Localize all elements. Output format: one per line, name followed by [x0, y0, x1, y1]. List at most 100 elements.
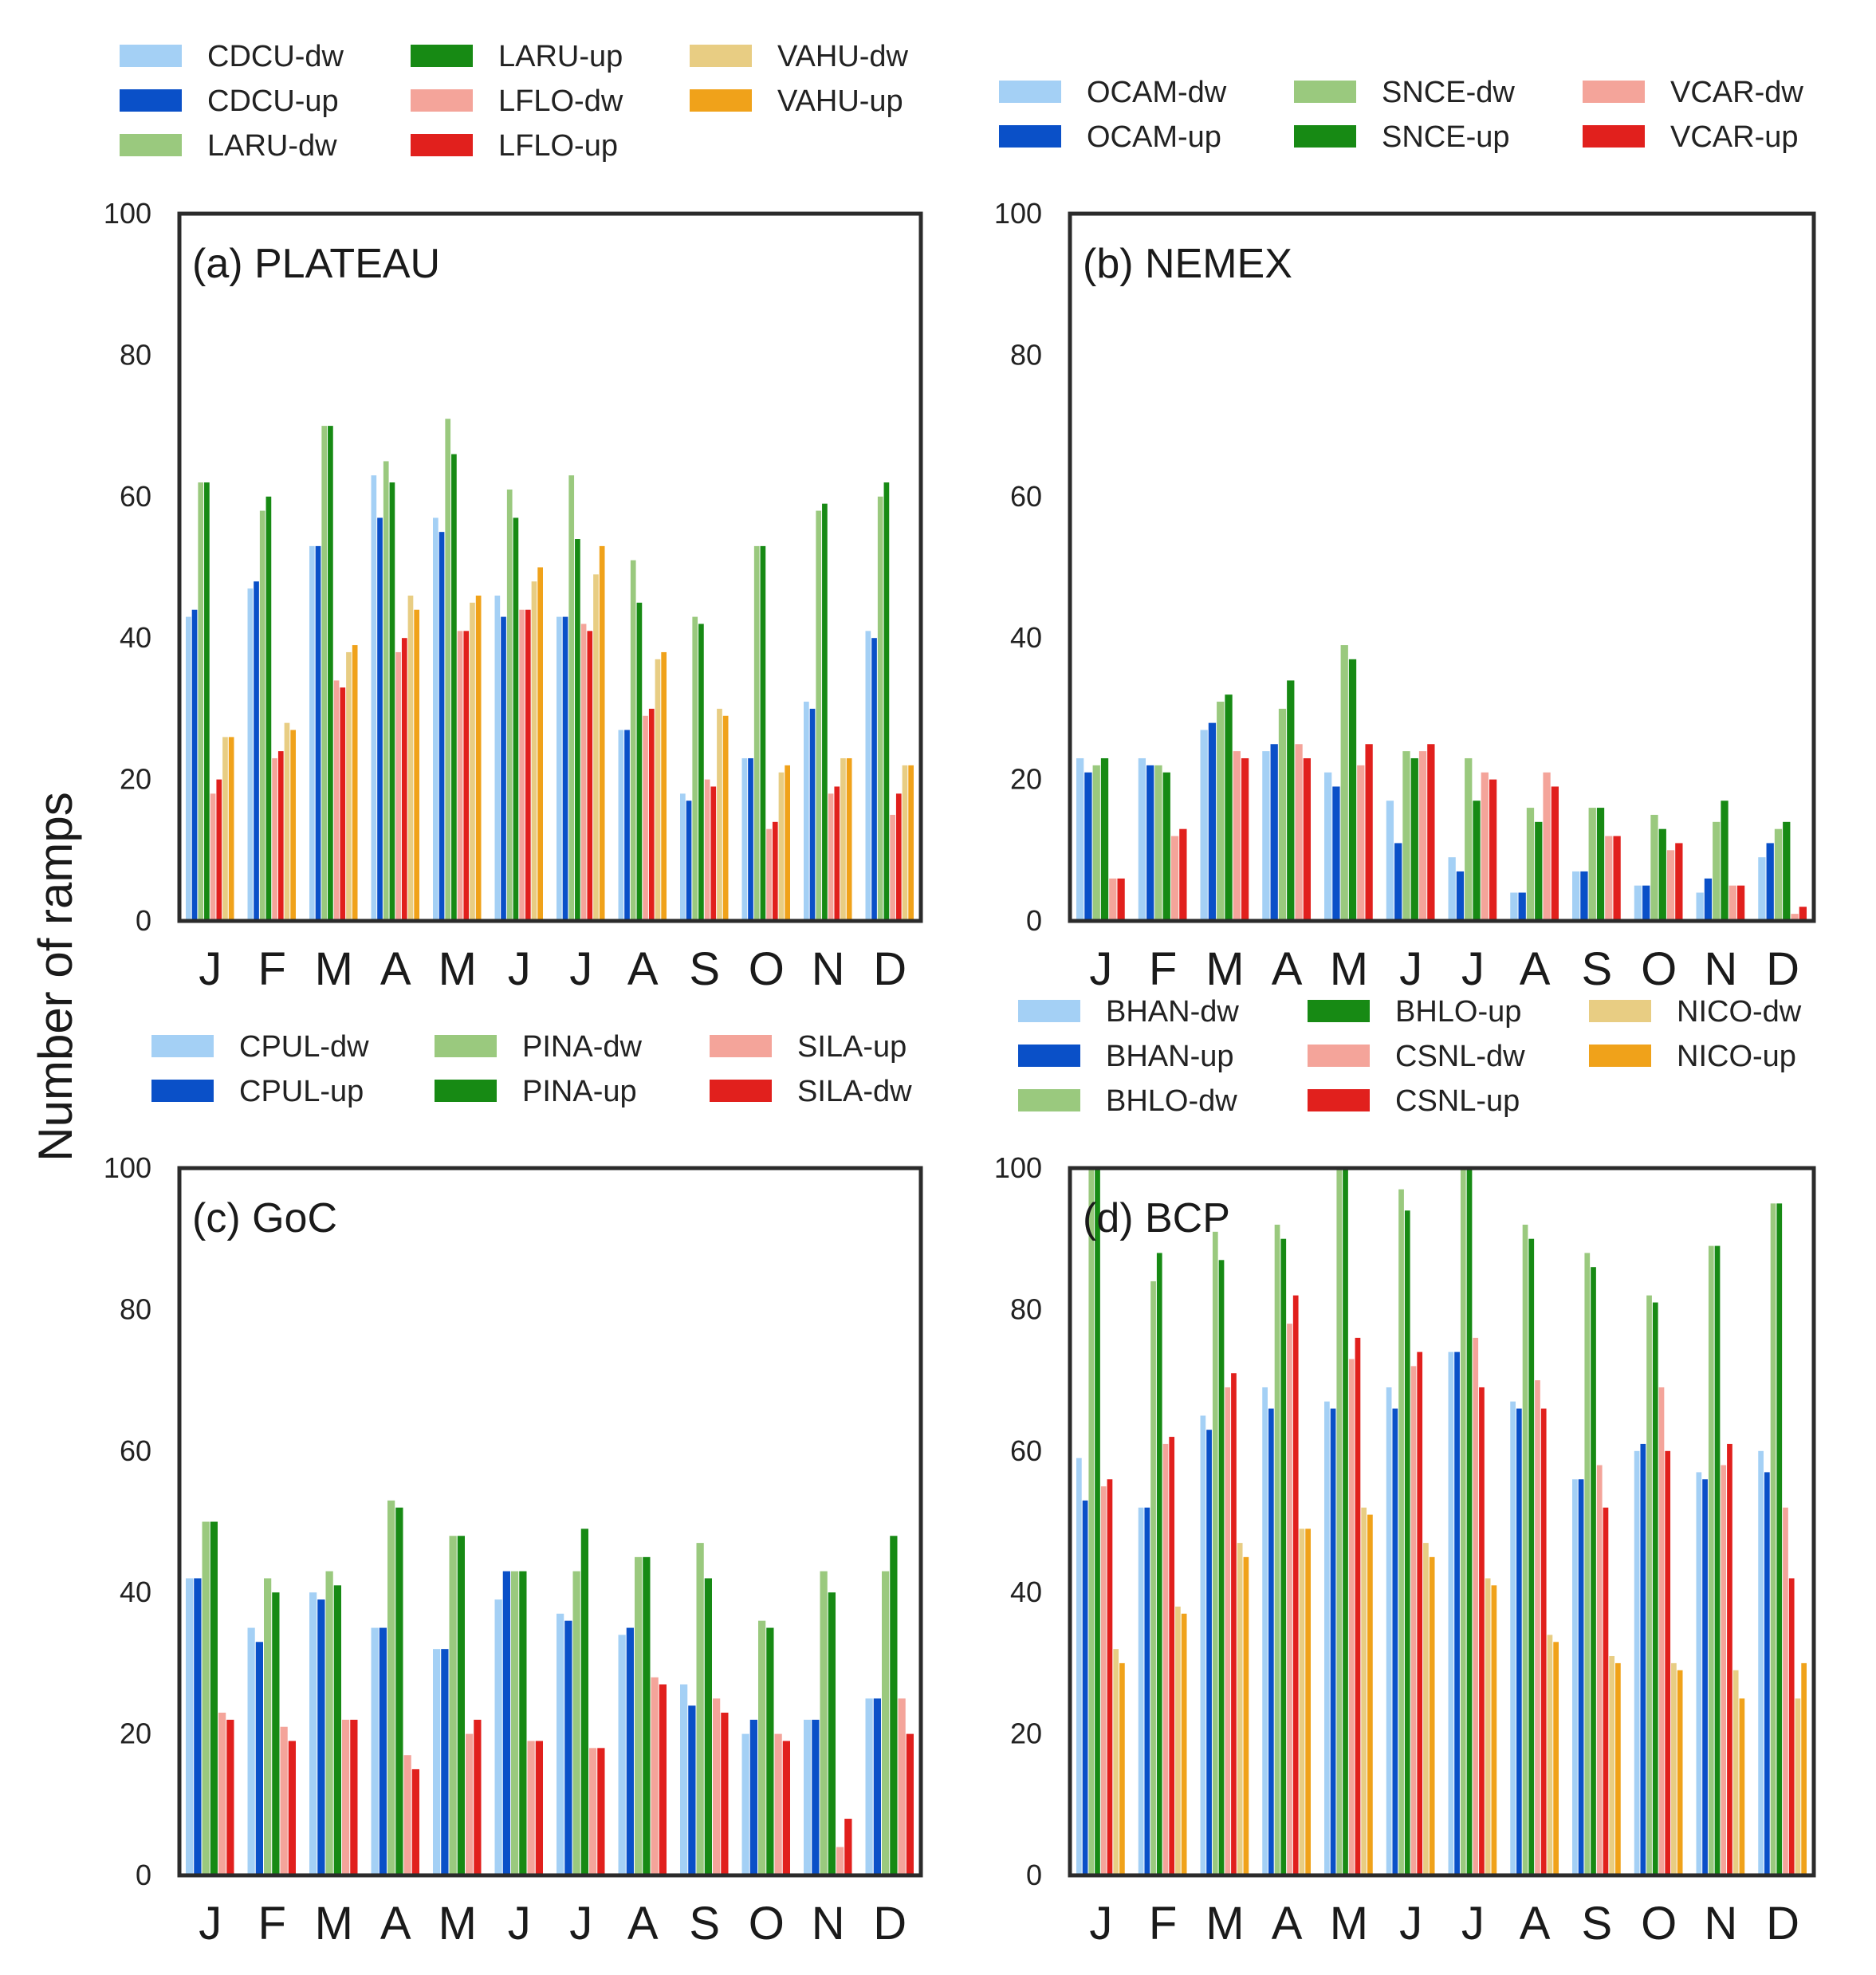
bar	[643, 715, 648, 921]
bar	[1092, 765, 1100, 921]
bar	[873, 1698, 881, 1875]
bar	[1448, 857, 1456, 921]
bar	[778, 772, 785, 921]
bar	[1448, 1351, 1454, 1875]
x-tick-label: F	[258, 1898, 286, 1949]
bar	[1783, 1507, 1788, 1875]
bar	[902, 765, 908, 921]
series-bhlo-dw	[1088, 1168, 1776, 1875]
bar	[557, 1613, 564, 1875]
bar	[1386, 801, 1394, 921]
bar	[457, 631, 463, 921]
y-tick-label: 20	[120, 763, 151, 796]
bar	[655, 659, 661, 921]
legend-item-ocam-up: OCAM-up	[999, 120, 1221, 154]
bar	[1299, 1528, 1305, 1875]
bar	[441, 1649, 449, 1875]
series-cdcu-up	[191, 517, 877, 921]
bar	[259, 510, 265, 921]
bar	[527, 1741, 535, 1875]
legend-item-bhan-dw: BHAN-dw	[1018, 995, 1239, 1029]
x-tick-label: M	[315, 943, 353, 995]
bar	[1268, 1408, 1274, 1875]
bar	[272, 1592, 280, 1875]
bar	[741, 757, 748, 921]
legend-swatch	[1294, 125, 1356, 148]
x-tick-label: A	[627, 1898, 659, 1949]
bar	[648, 708, 655, 921]
bar	[475, 595, 482, 921]
legend-label: BHAN-dw	[1106, 995, 1239, 1029]
bar	[506, 489, 513, 921]
bar	[1287, 1324, 1292, 1875]
bar	[1634, 1450, 1640, 1875]
panel-title: (b) NEMEX	[1083, 241, 1292, 287]
bar	[254, 581, 259, 921]
legend-item-laru-dw: LARU-dw	[120, 129, 337, 163]
legend-label: LFLO-up	[498, 129, 618, 163]
bar	[1776, 1203, 1783, 1875]
bar	[439, 532, 445, 921]
bar	[1107, 1479, 1113, 1875]
legend-swatch	[1589, 1000, 1651, 1022]
bar	[688, 1706, 696, 1875]
bar	[1696, 1472, 1702, 1875]
bar	[414, 609, 419, 921]
bar	[1547, 1635, 1553, 1875]
bar	[580, 1528, 588, 1875]
bar	[661, 651, 667, 921]
bar	[1580, 871, 1588, 921]
bar	[1764, 1472, 1770, 1875]
series-sila-up	[218, 1677, 906, 1875]
bar	[1225, 694, 1233, 921]
bar	[1241, 757, 1249, 921]
bar	[713, 1698, 721, 1875]
bar	[1179, 828, 1187, 921]
bar	[395, 651, 401, 921]
x-tick-label: M	[439, 1898, 477, 1949]
series-vahu-up	[228, 545, 914, 921]
legend-label: LARU-up	[498, 40, 623, 73]
x-tick-label: O	[1641, 1898, 1677, 1949]
panel-title: (c) GoC	[192, 1195, 337, 1241]
bar	[760, 545, 766, 921]
series-bhan-up	[1082, 1351, 1770, 1875]
series-snce-dw	[1092, 645, 1783, 921]
x-tick-label: N	[812, 943, 845, 995]
bar	[1095, 1168, 1100, 1875]
y-tick-label: 0	[1026, 904, 1042, 937]
bar	[1642, 885, 1650, 921]
bar	[194, 1578, 202, 1875]
y-tick-label: 80	[120, 338, 151, 371]
bar	[1262, 751, 1270, 921]
bar	[624, 730, 630, 921]
bar	[519, 609, 525, 921]
x-tick-label: D	[873, 943, 907, 995]
legend-swatch	[120, 89, 182, 112]
bar	[758, 1620, 766, 1875]
bar	[1330, 1408, 1336, 1875]
x-tick-label: J	[1461, 943, 1485, 995]
series-sila-dw	[226, 1684, 914, 1875]
x-tick-label: J	[1399, 1898, 1422, 1949]
x-tick-label: M	[1330, 943, 1368, 995]
bar	[1082, 1500, 1088, 1875]
bar	[704, 779, 710, 921]
legend-swatch	[1308, 1045, 1370, 1067]
bar	[1404, 1210, 1410, 1875]
bar	[895, 793, 902, 921]
bar	[1429, 1556, 1435, 1875]
bar	[1729, 885, 1736, 921]
bar	[1603, 1507, 1609, 1875]
bar	[722, 715, 729, 921]
bar	[1551, 786, 1559, 921]
series-nico-dw	[1113, 1507, 1801, 1875]
bar	[1262, 1387, 1268, 1875]
legend-label: LFLO-dw	[498, 85, 623, 118]
bar	[1324, 1401, 1330, 1875]
series-pina-dw	[202, 1500, 890, 1875]
x-tick-label: J	[508, 943, 531, 995]
bar	[1489, 779, 1497, 921]
bar	[1652, 1302, 1658, 1875]
